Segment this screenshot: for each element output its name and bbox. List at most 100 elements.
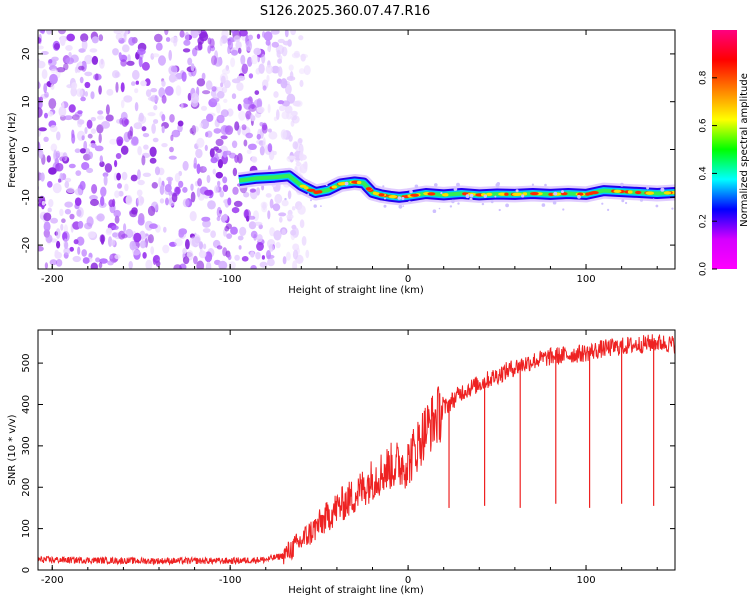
noise-speckle — [33, 202, 38, 208]
noise-speckle — [150, 147, 157, 157]
noise-speckle — [266, 65, 273, 74]
track-stray-dot — [491, 200, 494, 203]
y-tick-label: 20 — [21, 48, 32, 61]
track-stray-dot — [434, 183, 438, 187]
noise-speckle — [32, 182, 37, 188]
track-stray-dot — [620, 183, 624, 187]
noise-speckle — [297, 205, 305, 215]
noise-speckle — [137, 196, 144, 206]
noise-speckle — [100, 196, 104, 206]
noise-speckle — [112, 48, 119, 55]
noise-speckle — [263, 137, 266, 148]
noise-speckle — [273, 151, 277, 155]
noise-speckle — [115, 82, 118, 93]
noise-speckle — [90, 48, 98, 52]
noise-speckle — [199, 32, 208, 42]
noise-speckle — [176, 85, 182, 96]
noise-speckle — [206, 80, 213, 90]
noise-speckle — [236, 82, 243, 91]
y-tick-label: 300 — [21, 436, 32, 455]
noise-speckle — [137, 190, 143, 197]
noise-speckle — [273, 91, 278, 98]
noise-speckle — [256, 242, 264, 251]
noise-speckle — [48, 98, 56, 109]
track-hotspot — [614, 190, 622, 193]
noise-speckle — [292, 53, 300, 59]
noise-speckle — [77, 247, 80, 255]
track-stray-dot — [553, 192, 557, 196]
noise-speckle — [232, 141, 237, 149]
track-stray-dot — [640, 199, 643, 202]
noise-speckle — [48, 111, 54, 117]
noise-speckle — [99, 34, 104, 41]
noise-speckle — [268, 129, 272, 133]
noise-speckle — [75, 170, 81, 176]
noise-speckle — [253, 48, 261, 56]
noise-speckle — [48, 59, 52, 63]
noise-speckle — [301, 54, 306, 62]
noise-speckle — [247, 150, 252, 155]
noise-speckle — [121, 100, 125, 109]
noise-speckle — [223, 214, 228, 221]
noise-speckle — [203, 228, 211, 233]
noise-speckle — [130, 241, 136, 250]
noise-speckle — [107, 260, 114, 265]
noise-speckle — [142, 126, 147, 131]
track-stray-dot — [516, 189, 519, 192]
noise-speckle — [217, 245, 223, 249]
track-stray-dot — [326, 184, 328, 186]
noise-speckle — [204, 190, 213, 196]
noise-speckle — [297, 255, 302, 263]
noise-speckle — [287, 156, 295, 160]
noise-speckle — [64, 241, 68, 249]
track-hotspot — [486, 193, 492, 196]
noise-speckle — [82, 135, 85, 140]
noise-speckle — [43, 213, 51, 222]
track-stray-dot — [561, 190, 564, 193]
noise-speckle — [255, 252, 261, 260]
noise-speckle — [281, 129, 287, 139]
track-stray-dot — [577, 195, 581, 199]
noise-speckle — [108, 199, 114, 207]
x-tick-label: -200 — [41, 274, 64, 285]
track-hotspot — [504, 193, 508, 196]
noise-speckle — [46, 234, 53, 243]
noise-speckle — [119, 52, 122, 58]
track-stray-dot — [621, 199, 624, 202]
noise-speckle — [64, 202, 73, 208]
noise-speckle — [117, 183, 122, 189]
noise-speckle — [234, 121, 239, 131]
track-stray-dot — [532, 184, 534, 186]
spectrogram-xlabel: Height of straight line (km) — [288, 285, 424, 296]
y-tick-label: 400 — [21, 395, 32, 414]
noise-speckle — [136, 81, 139, 85]
noise-speckle — [174, 238, 183, 246]
noise-speckle — [54, 252, 62, 259]
noise-speckle — [131, 81, 136, 86]
noise-speckle — [91, 144, 97, 149]
noise-speckle — [278, 212, 286, 216]
track-stray-dot — [553, 201, 557, 205]
track-stray-dot — [403, 205, 405, 207]
noise-speckle — [242, 256, 249, 262]
noise-speckle — [128, 37, 135, 46]
noise-speckle — [197, 188, 201, 198]
track-hotspot — [366, 187, 372, 190]
noise-speckle — [197, 164, 201, 175]
noise-speckle — [173, 38, 177, 47]
noise-speckle — [142, 62, 150, 71]
noise-speckle — [42, 201, 45, 206]
noise-speckle — [148, 206, 155, 216]
noise-speckle — [234, 155, 239, 163]
noise-speckle — [194, 157, 197, 167]
noise-speckle — [153, 105, 157, 110]
noise-speckle — [249, 73, 253, 78]
noise-speckle — [132, 70, 140, 80]
noise-speckle — [222, 176, 227, 183]
noise-speckle — [216, 149, 222, 153]
noise-speckle — [170, 135, 173, 141]
noise-speckle — [120, 59, 127, 66]
noise-speckle — [50, 218, 58, 224]
noise-speckle — [138, 115, 146, 124]
noise-speckle — [97, 115, 104, 120]
